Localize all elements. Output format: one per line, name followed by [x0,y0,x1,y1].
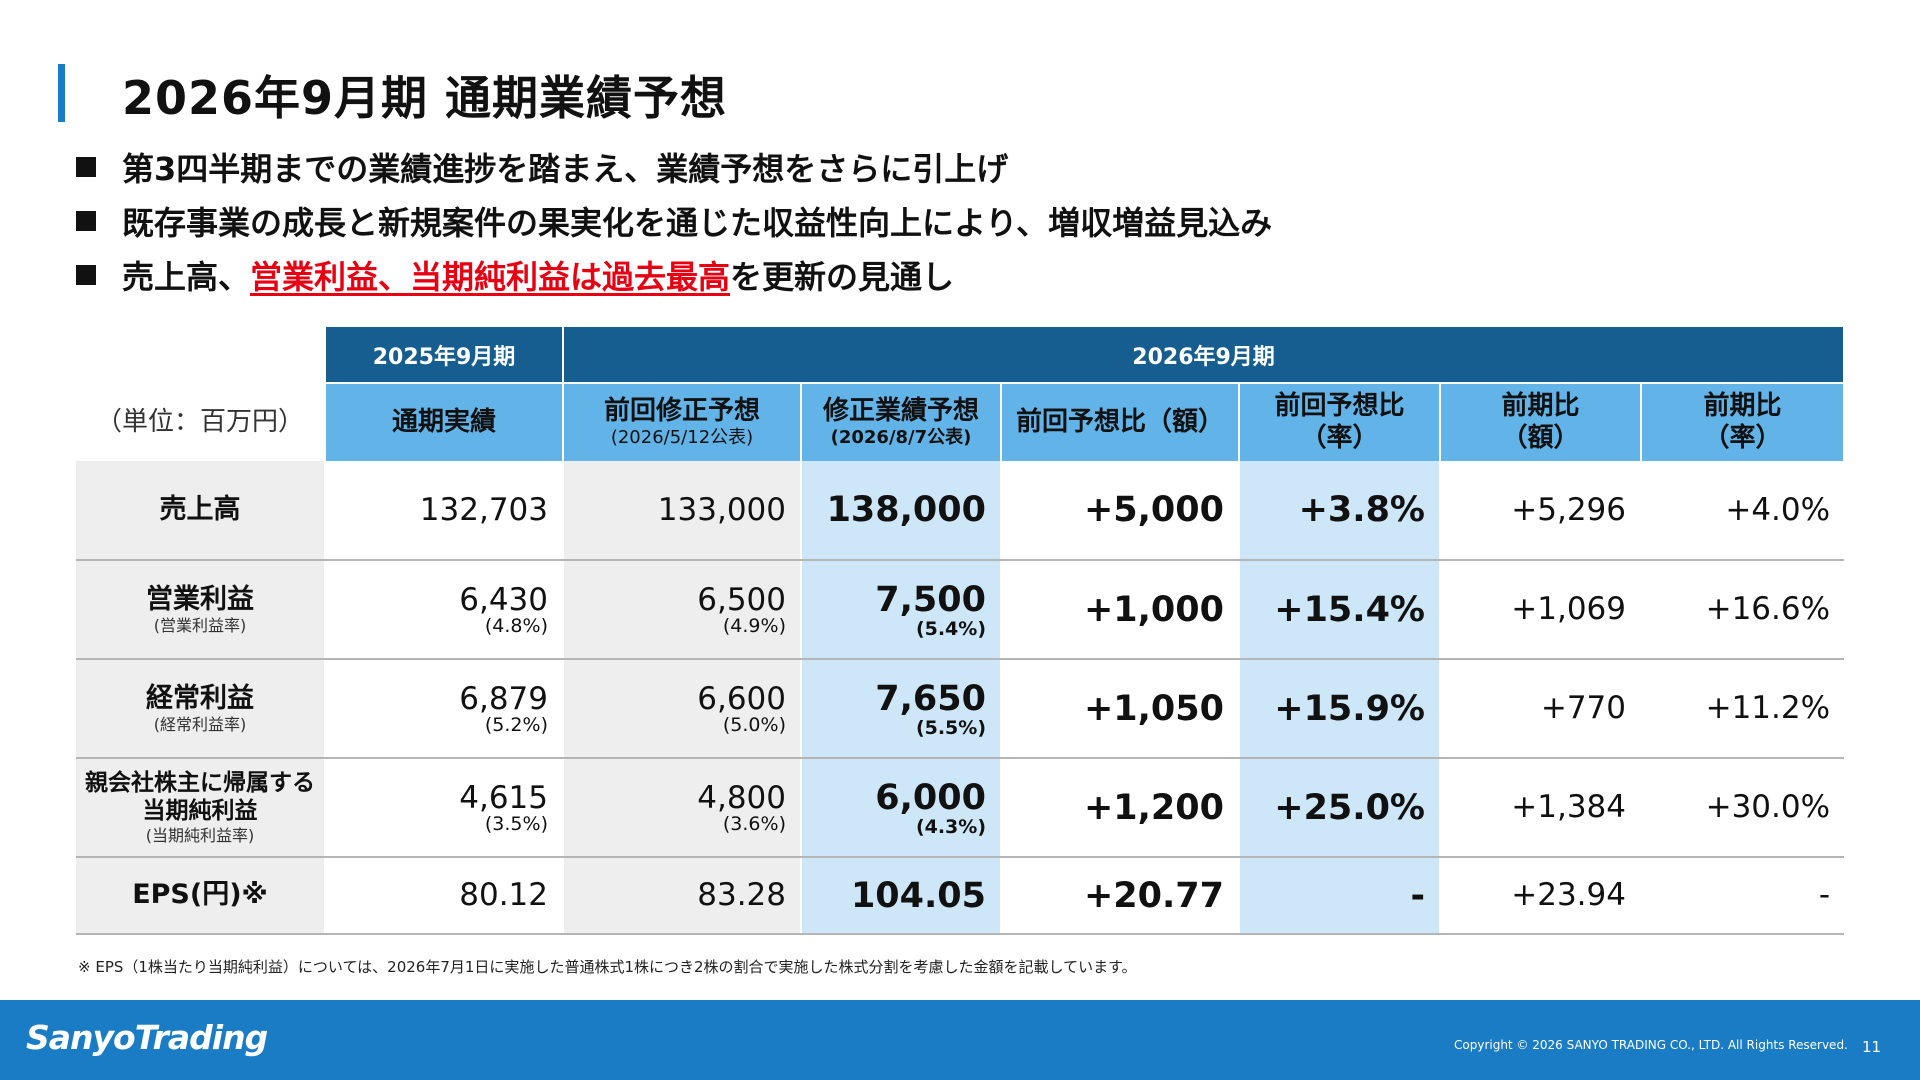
table-row-sales: 売上高 132,703 133,000 138,000 +5,000 +3.8%… [76,461,1845,561]
col-prev-forecast: 前回修正予想 (2026/5/12公表) [563,382,802,461]
bullet-text-pre: 売上高、 [122,258,251,296]
bullet-item: 既存事業の成長と新規案件の果実化を通じた収益性向上により、増収増益見込み [76,194,1272,248]
page-title: 2026年9月期 通期業績予想 [122,71,728,125]
cell-vs-prev-rate: +15.4% [1239,560,1441,660]
table-row-net-income: 親会社株主に帰属する当期純利益 (当期純利益率) 4,615 (3.5%) 4,80… [76,758,1845,858]
cell-revised-forecast: 138,000 [801,461,1002,561]
bullet-square-icon [76,265,96,285]
cell-actual: 6,879 (5.2%) [325,659,564,759]
cell-yoy-amount: +1,384 [1440,758,1642,858]
unit-label: （単位：百万円） [76,382,326,461]
cell-revised-forecast: 6,000 (4.3%) [801,758,1002,858]
cell-vs-prev-amount: +20.77 [1001,857,1240,935]
cell-yoy-rate: +16.6% [1641,560,1845,660]
cell-vs-prev-rate: +25.0% [1239,758,1441,858]
col-vs-prev-rate: 前回予想比 （率） [1239,382,1441,461]
table-row-eps: EPS(円)※ 80.12 83.28 104.05 +20.77 - +23.… [76,857,1845,935]
bullet-square-icon [76,211,96,231]
bullet-text-post: を更新の見通し [730,258,955,296]
cell-yoy-rate: +30.0% [1641,758,1845,858]
cell-actual: 4,615 (3.5%) [325,758,564,858]
table-row-operating-income: 営業利益 (営業利益率) 6,430 (4.8%) 6,500 (4.9%) 7,50… [76,560,1845,660]
table-row-ordinary-income: 経常利益 (経常利益率) 6,879 (5.2%) 6,600 (5.0%) 7,65… [76,659,1845,759]
cell-vs-prev-amount: +1,000 [1001,560,1240,660]
cell-vs-prev-amount: +1,050 [1001,659,1240,759]
cell-prev-forecast: 133,000 [563,461,802,561]
cell-actual: 6,430 (4.8%) [325,560,564,660]
bullet-item: 第3四半期までの業績進捗を踏まえ、業績予想をさらに引上げ [76,140,1272,194]
cell-yoy-rate: +4.0% [1641,461,1845,561]
forecast-table: 2025年9月期 2026年9月期 （単位：百万円） 通期実績 前回修正予想 (2… [76,327,1846,935]
row-label: 経常利益 (経常利益率) [76,659,326,759]
footnote: ※ EPS（1株当たり当期純利益）については、2026年7月1日に実施した普通株… [78,958,1137,976]
cell-vs-prev-rate: +3.8% [1239,461,1441,561]
cell-prev-forecast: 6,600 (5.0%) [563,659,802,759]
page-number: 11 [1862,1038,1882,1056]
bullet-item: 売上高、 営業利益、当期純利益は過去最高 を更新の見通し [76,248,1272,302]
company-logo: SanyoTrading [26,1018,268,1057]
cell-prev-forecast: 83.28 [563,857,802,935]
cell-prev-forecast: 4,800 (3.6%) [563,758,802,858]
cell-revised-forecast: 7,650 (5.5%) [801,659,1002,759]
bullet-list: 第3四半期までの業績進捗を踏まえ、業績予想をさらに引上げ 既存事業の成長と新規案… [76,140,1272,302]
bullet-square-icon [76,157,96,177]
bullet-highlight: 営業利益、当期純利益は過去最高 [250,258,731,296]
cell-actual: 132,703 [325,461,564,561]
footer-bar: SanyoTrading Copyright © 2026 SANYO TRAD… [0,1000,1920,1080]
cell-yoy-rate: - [1641,857,1845,935]
cell-yoy-amount: +23.94 [1440,857,1642,935]
cell-actual: 80.12 [325,857,564,935]
cell-vs-prev-rate: - [1239,857,1441,935]
period-2026-header: 2026年9月期 [563,327,1846,383]
col-yoy-amount: 前期比 （額） [1440,382,1642,461]
title-accent-bar [58,64,65,122]
header-row-period: 2025年9月期 2026年9月期 [76,327,1846,383]
cell-yoy-amount: +5,296 [1440,461,1642,561]
copyright-text: Copyright © 2026 SANYO TRADING CO., LTD.… [1454,1038,1848,1052]
cell-vs-prev-amount: +1,200 [1001,758,1240,858]
row-label: 売上高 [76,461,326,561]
cell-vs-prev-amount: +5,000 [1001,461,1240,561]
col-vs-prev-amount: 前回予想比（額） [1001,382,1240,461]
cell-revised-forecast: 7,500 (5.4%) [801,560,1002,660]
col-revised-forecast: 修正業績予想 (2026/8/7公表) [801,382,1002,461]
col-yoy-rate: 前期比 （率） [1641,382,1846,461]
cell-revised-forecast: 104.05 [801,857,1002,935]
cell-yoy-amount: +770 [1440,659,1642,759]
row-label: 親会社株主に帰属する当期純利益 (当期純利益率) [76,758,326,858]
cell-prev-forecast: 6,500 (4.9%) [563,560,802,660]
cell-vs-prev-rate: +15.9% [1239,659,1441,759]
bullet-text: 既存事業の成長と新規案件の果実化を通じた収益性向上により、増収増益見込み [122,204,1273,242]
col-actual: 通期実績 [325,382,564,461]
period-2025-header: 2025年9月期 [325,327,564,383]
row-label: EPS(円)※ [76,857,326,935]
bullet-text: 第3四半期までの業績進捗を踏まえ、業績予想をさらに引上げ [122,150,1009,188]
header-row-columns: （単位：百万円） 通期実績 前回修正予想 (2026/5/12公表) 修正業績予想… [76,382,1846,461]
cell-yoy-rate: +11.2% [1641,659,1845,759]
header-blank [76,327,326,383]
cell-yoy-amount: +1,069 [1440,560,1642,660]
row-label: 営業利益 (営業利益率) [76,560,326,660]
